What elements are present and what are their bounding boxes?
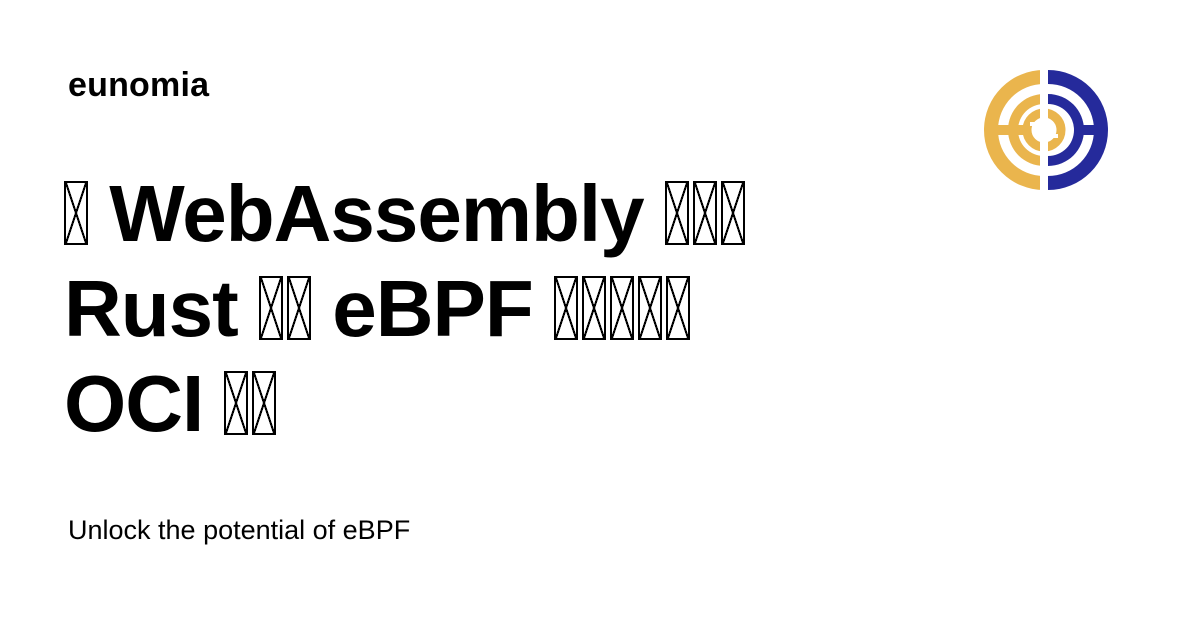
missing-glyph-icon xyxy=(553,276,690,340)
title-word: eBPF xyxy=(332,264,533,353)
title-word: OCI xyxy=(64,359,204,448)
title-line-2: Rust eBPF xyxy=(64,261,924,356)
missing-glyph-icon xyxy=(259,276,312,340)
missing-glyph-icon xyxy=(64,181,88,245)
eunomia-logo-icon xyxy=(984,64,1108,196)
title-line-3: OCI xyxy=(64,356,924,451)
missing-glyph-icon xyxy=(664,181,745,245)
title-word: WebAssembly xyxy=(109,169,644,258)
page-title: WebAssembly Rust eBPF OCI xyxy=(64,166,924,451)
subtitle: Unlock the potential of eBPF xyxy=(68,515,411,545)
title-line-1: WebAssembly xyxy=(64,166,924,261)
title-word: Rust xyxy=(64,264,239,353)
brand-name: eunomia xyxy=(68,66,210,104)
missing-glyph-icon xyxy=(224,371,277,435)
